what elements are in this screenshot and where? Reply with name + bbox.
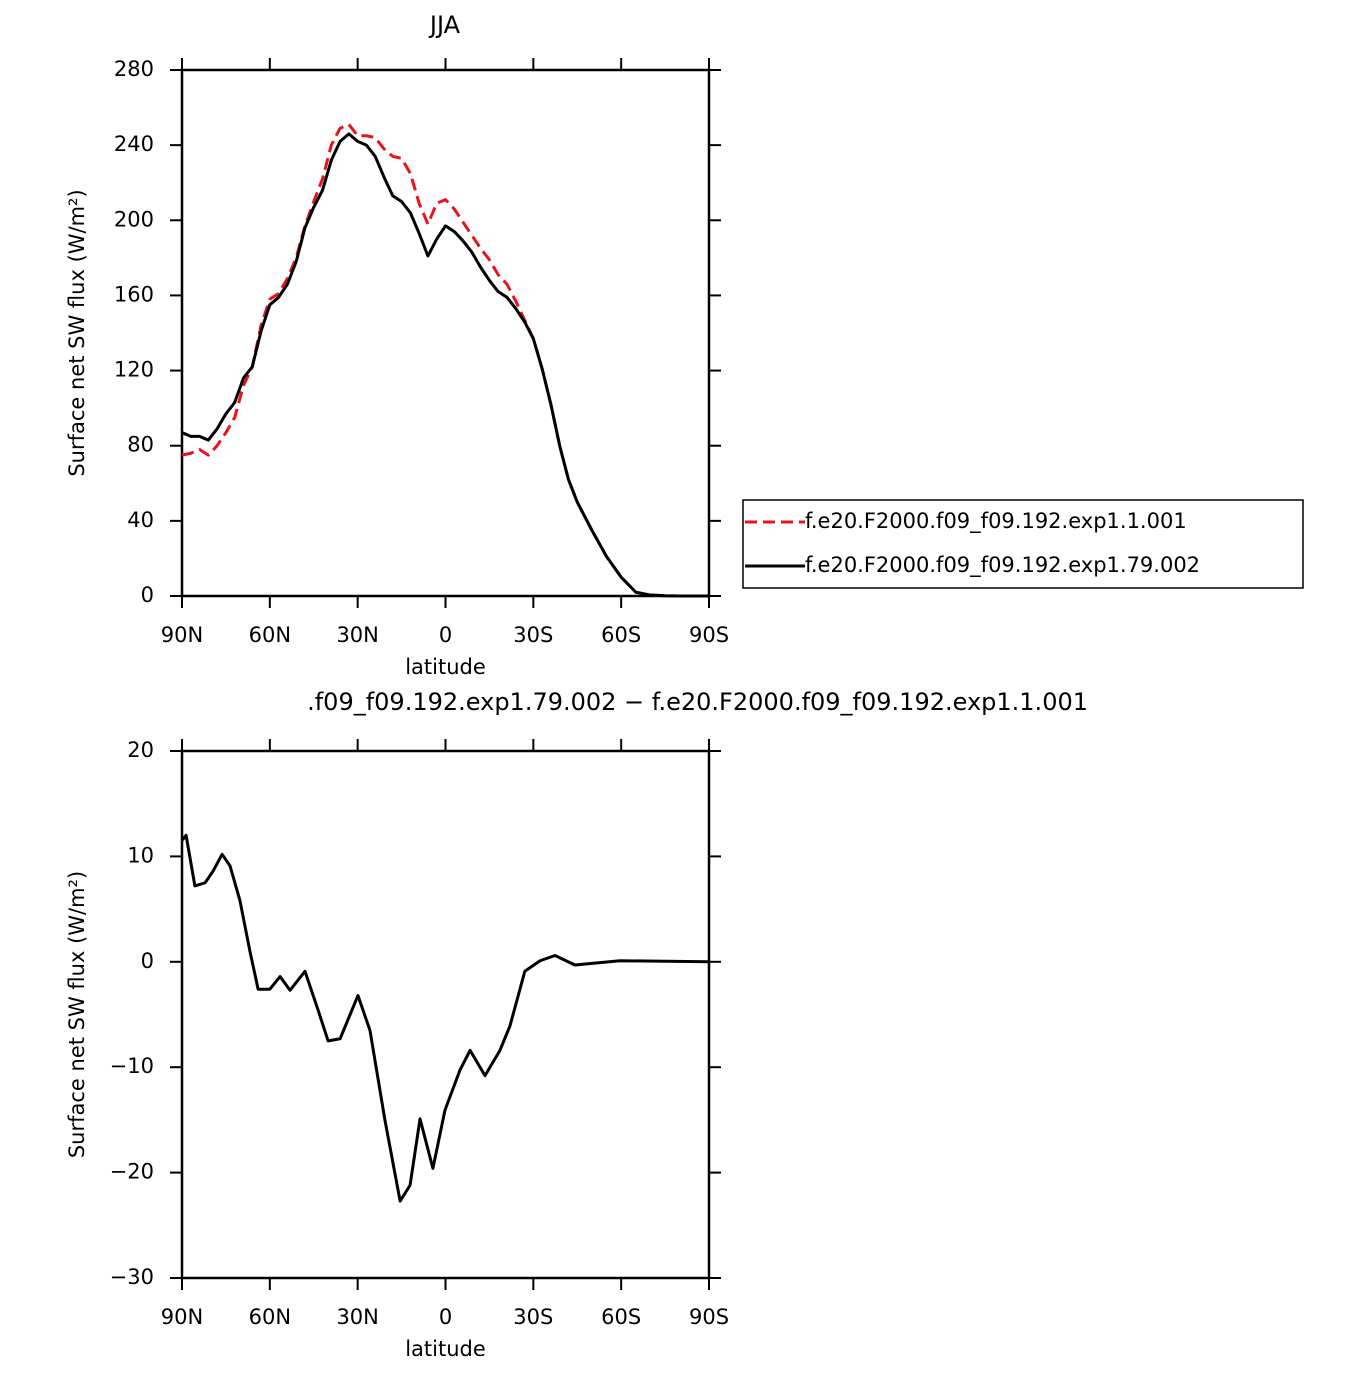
x-tick-label: 30S xyxy=(513,623,553,647)
x-axis-label: latitude xyxy=(405,1337,486,1361)
y-tick-label: 240 xyxy=(114,132,154,156)
y-axis-label: Surface net SW flux (W/m²) xyxy=(65,871,89,1158)
data-line xyxy=(180,833,710,1203)
y-tick-label: −10 xyxy=(110,1054,154,1078)
x-tick-label: 0 xyxy=(439,623,452,647)
chart-title: JJA xyxy=(428,11,461,39)
y-axis-label: Surface net SW flux (W/m²) xyxy=(65,189,89,476)
plot-frame xyxy=(180,749,711,1280)
y-tick-label: 280 xyxy=(114,57,154,81)
y-tick-label: 160 xyxy=(114,282,154,306)
x-tick-label: 90N xyxy=(161,623,203,647)
x-tick-label: 0 xyxy=(439,1305,452,1329)
x-tick-label: 60N xyxy=(249,623,291,647)
y-tick-label: 40 xyxy=(127,508,154,532)
y-tick-label: 0 xyxy=(141,583,154,607)
y-tick-label: 80 xyxy=(127,433,154,457)
chart-title: .f09_f09.192.exp1.79.002 − f.e20.F2000.f… xyxy=(307,688,1088,716)
x-tick-label: 90N xyxy=(161,1305,203,1329)
data-line xyxy=(181,132,709,598)
y-tick-label: 20 xyxy=(127,738,154,762)
x-tick-label: 60S xyxy=(601,1305,641,1329)
legend-label: f.e20.F2000.f09_f09.192.exp1.1.001 xyxy=(805,509,1187,534)
y-tick-label: 120 xyxy=(114,358,154,382)
x-tick-label: 30N xyxy=(336,623,378,647)
x-tick-label: 90S xyxy=(689,623,729,647)
data-line xyxy=(181,122,709,598)
legend-label: f.e20.F2000.f09_f09.192.exp1.79.002 xyxy=(805,553,1200,578)
x-axis-label: latitude xyxy=(405,655,486,679)
y-tick-label: 200 xyxy=(114,207,154,231)
x-tick-label: 30S xyxy=(513,1305,553,1329)
x-tick-label: 60S xyxy=(601,623,641,647)
y-tick-label: 10 xyxy=(127,843,154,867)
x-tick-label: 90S xyxy=(689,1305,729,1329)
x-tick-label: 30N xyxy=(336,1305,378,1329)
y-tick-label: −20 xyxy=(110,1160,154,1184)
y-tick-label: 0 xyxy=(141,949,154,973)
x-tick-label: 60N xyxy=(249,1305,291,1329)
legend-box xyxy=(742,499,1304,589)
y-tick-label: −30 xyxy=(110,1265,154,1289)
